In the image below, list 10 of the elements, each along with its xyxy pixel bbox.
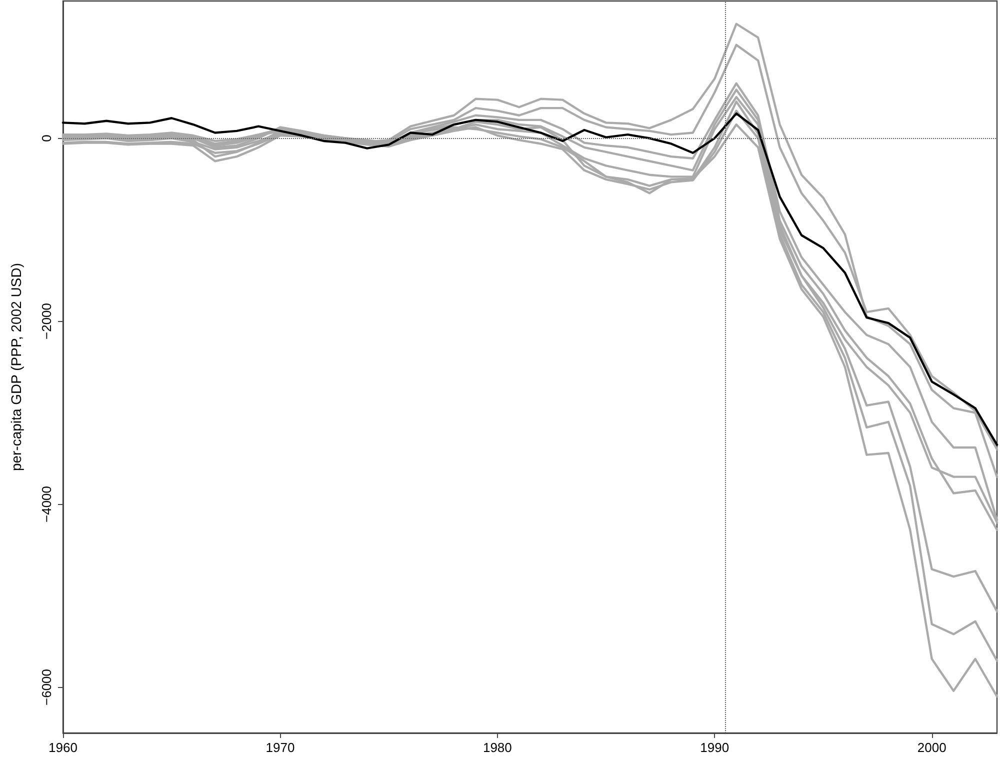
y-axis-title: per-capita GDP (PPP, 2002 USD): [8, 262, 24, 472]
y-tick-label: −2000: [39, 302, 54, 340]
x-tick-label: 1960: [48, 740, 78, 755]
y-tick-label: −6000: [39, 668, 54, 706]
x-tick-label: 1970: [266, 740, 295, 755]
y-tick-label: −4000: [39, 486, 54, 523]
y-tick-label: 0: [39, 134, 54, 142]
x-tick-label: 1990: [700, 740, 730, 755]
x-tick-label: 1980: [482, 740, 512, 755]
x-tick-label: 2000: [917, 740, 946, 755]
